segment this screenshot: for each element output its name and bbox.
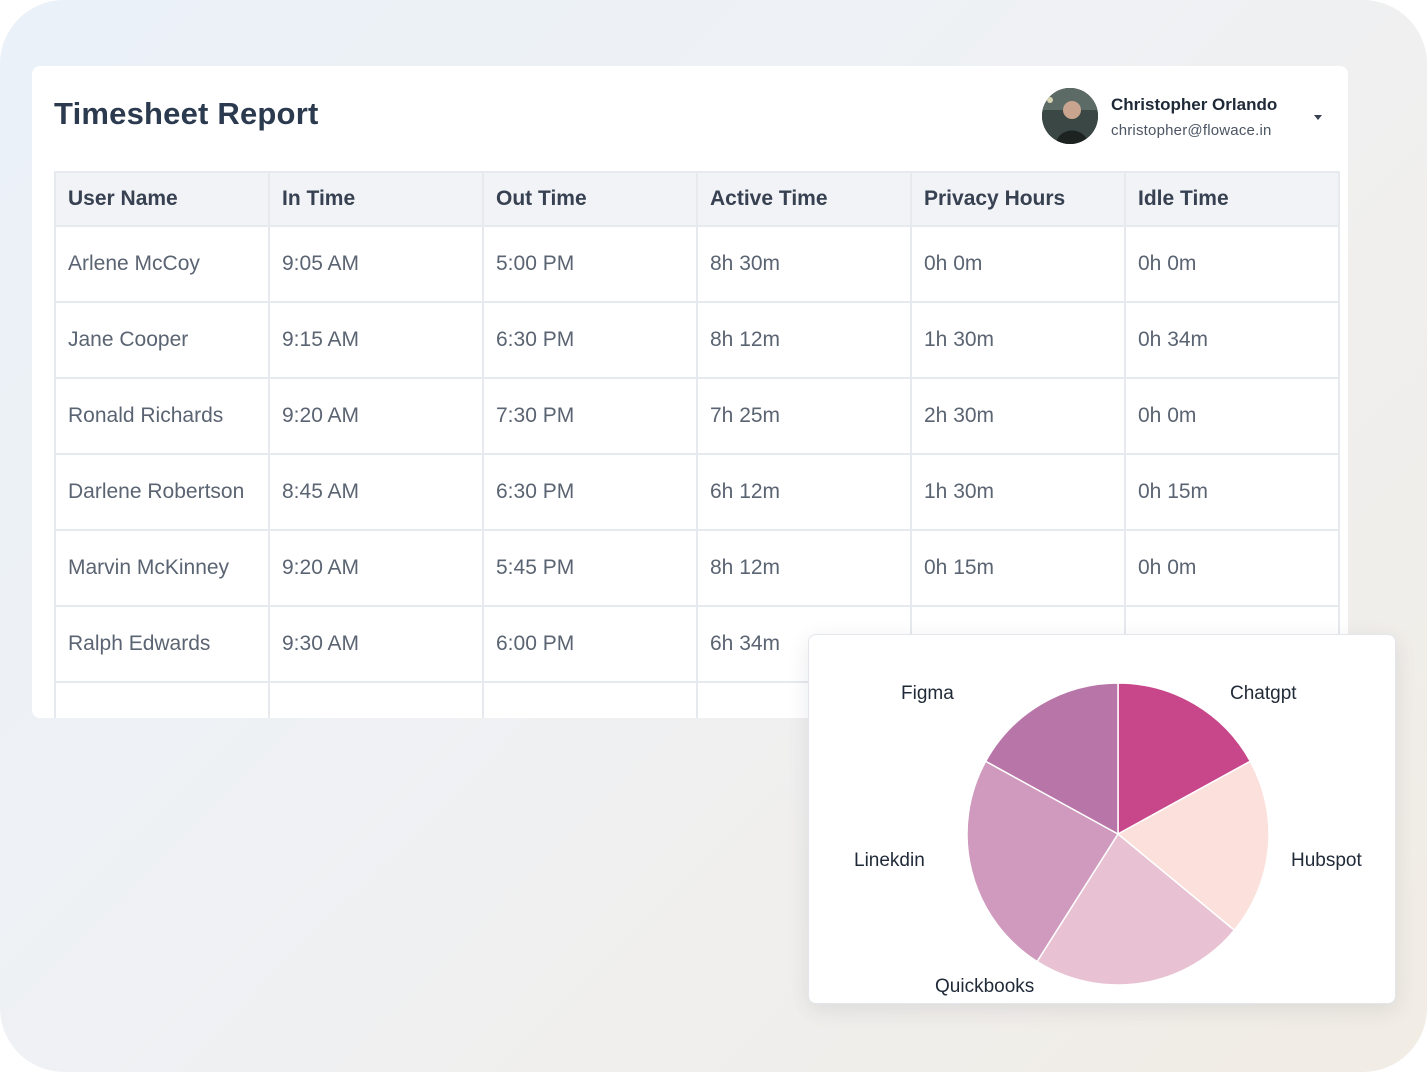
cell-in-time: 8:45 AM [268,453,484,531]
cell-out-time [482,681,698,718]
cell-idle-time: 0h 0m [1124,225,1340,303]
pie-label-figma: Figma [901,683,954,704]
table-row[interactable]: Ronald Richards 9:20 AM 7:30 PM 7h 25m 2… [54,377,1340,455]
cell-out-time: 6:30 PM [482,301,698,379]
column-header-active-time[interactable]: Active Time [696,171,912,227]
user-name: Christopher Orlando [1111,95,1278,114]
column-header-idle-time[interactable]: Idle Time [1124,171,1340,227]
cell-privacy-hours: 1h 30m [910,453,1126,531]
table-row[interactable]: Jane Cooper 9:15 AM 6:30 PM 8h 12m 1h 30… [54,301,1340,379]
cell-idle-time: 0h 0m [1124,377,1340,455]
cell-privacy-hours: 0h 15m [910,529,1126,607]
pie-slice-linekdin[interactable] [966,760,1120,963]
cell-out-time: 6:00 PM [482,605,698,683]
table-header-row: User Name In Time Out Time Active Time P… [54,171,1340,227]
app-usage-pie-chart [966,682,1270,986]
cell-in-time: 9:15 AM [268,301,484,379]
cell-idle-time: 0h 0m [1124,529,1340,607]
user-email: christopher@flowace.in [1111,122,1272,139]
cell-user-name: Darlene Robertson [54,453,270,531]
column-header-user-name[interactable]: User Name [54,171,270,227]
cell-in-time: 9:20 AM [268,377,484,455]
pie-label-linekdin: Linekdin [854,850,925,871]
page-title: Timesheet Report [54,96,319,131]
timesheet-table: User Name In Time Out Time Active Time P… [54,171,1340,718]
pie-label-hubspot: Hubspot [1291,850,1362,871]
table-row[interactable]: Darlene Robertson 8:45 AM 6:30 PM 6h 12m… [54,453,1340,531]
cell-user-name [54,681,270,718]
cell-idle-time: 0h 34m [1124,301,1340,379]
cell-idle-time: 0h 15m [1124,453,1340,531]
pie-label-chatgpt: Chatgpt [1230,683,1297,704]
cell-out-time: 6:30 PM [482,453,698,531]
cell-out-time: 7:30 PM [482,377,698,455]
cell-privacy-hours: 2h 30m [910,377,1126,455]
cell-privacy-hours: 1h 30m [910,301,1126,379]
cell-in-time: 9:30 AM [268,605,484,683]
cell-active-time: 6h 12m [696,453,912,531]
user-account-menu[interactable]: Christopher Orlando christopher@flowace.… [1042,88,1332,144]
table-row[interactable]: Arlene McCoy 9:05 AM 5:00 PM 8h 30m 0h 0… [54,225,1340,303]
column-header-in-time[interactable]: In Time [268,171,484,227]
cell-out-time: 5:00 PM [482,225,698,303]
pie-slice-hubspot[interactable] [1116,760,1270,932]
pie-label-quickbooks: Quickbooks [935,976,1035,997]
pie-slice-quickbooks[interactable] [1036,832,1236,986]
cell-user-name: Ralph Edwards [54,605,270,683]
cell-in-time: 9:20 AM [268,529,484,607]
timesheet-report-card: Timesheet Report Christopher Orlando chr… [32,66,1348,718]
cell-active-time: 8h 30m [696,225,912,303]
cell-user-name: Jane Cooper [54,301,270,379]
cell-user-name: Arlene McCoy [54,225,270,303]
pie-slice-chatgpt[interactable] [1117,682,1252,836]
avatar [1042,88,1098,144]
cell-out-time: 5:45 PM [482,529,698,607]
cell-active-time: 8h 12m [696,301,912,379]
table-row[interactable]: Marvin McKinney 9:20 AM 5:45 PM 8h 12m 0… [54,529,1340,607]
cell-privacy-hours: 0h 0m [910,225,1126,303]
app-usage-pie-chart-card: Chatgpt Hubspot Quickbooks Linekdin Figma [808,634,1396,1004]
cell-in-time: 9:05 AM [268,225,484,303]
column-header-out-time[interactable]: Out Time [482,171,698,227]
pie-slice-figma[interactable] [984,682,1119,836]
cell-user-name: Marvin McKinney [54,529,270,607]
cell-active-time: 7h 25m [696,377,912,455]
cell-user-name: Ronald Richards [54,377,270,455]
chevron-down-icon[interactable] [1312,110,1324,122]
cell-active-time: 8h 12m [696,529,912,607]
column-header-privacy-hours[interactable]: Privacy Hours [910,171,1126,227]
cell-in-time [268,681,484,718]
